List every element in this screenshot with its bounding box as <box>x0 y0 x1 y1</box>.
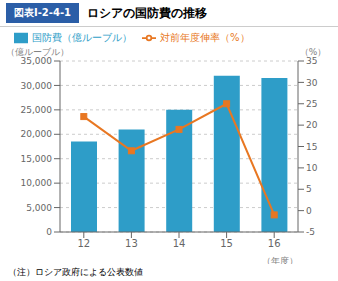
svg-text:14: 14 <box>173 238 186 249</box>
svg-text:5,000: 5,000 <box>26 203 52 213</box>
svg-text:35: 35 <box>306 56 317 66</box>
html-text:対前年度伸率（%）: 対前年度伸率（%） <box>160 32 250 43</box>
svg-text:5: 5 <box>306 184 312 194</box>
svg-text:-5: -5 <box>306 227 315 237</box>
svg-text:35,000: 35,000 <box>21 56 53 66</box>
svg-text:25,000: 25,000 <box>21 105 53 115</box>
html-text:国防費（億ルーブル）: 国防費（億ルーブル） <box>32 32 132 43</box>
svg-text:30,000: 30,000 <box>21 81 53 91</box>
svg-text:20,000: 20,000 <box>21 129 53 139</box>
svg-text:30: 30 <box>306 78 318 88</box>
html-text:図表I-2-4-1: 図表I-2-4-1 <box>14 7 71 18</box>
svg-text:20: 20 <box>306 120 318 130</box>
svg-text:（年度）: （年度） <box>262 256 298 264</box>
svg-text:（%）: （%） <box>300 47 327 57</box>
svg-text:10: 10 <box>306 163 318 173</box>
svg-text:10,000: 10,000 <box>21 178 53 188</box>
svg-text:15,000: 15,000 <box>21 154 53 164</box>
svg-text:15: 15 <box>220 238 233 249</box>
svg-text:0: 0 <box>46 227 52 237</box>
html-text:ロシアの国防費の推移: ロシアの国防費の推移 <box>87 5 207 20</box>
svg-text:12: 12 <box>77 238 90 249</box>
svg-text:0: 0 <box>306 206 312 216</box>
svg-text:25: 25 <box>306 99 317 109</box>
html-text:（注）ロシア政府による公表数値: （注）ロシア政府による公表数値 <box>8 267 143 277</box>
svg-text:15: 15 <box>306 142 317 152</box>
svg-text:16: 16 <box>268 238 281 249</box>
svg-text:（億ルーブル）: （億ルーブル） <box>8 47 69 57</box>
svg-text:13: 13 <box>125 238 138 249</box>
